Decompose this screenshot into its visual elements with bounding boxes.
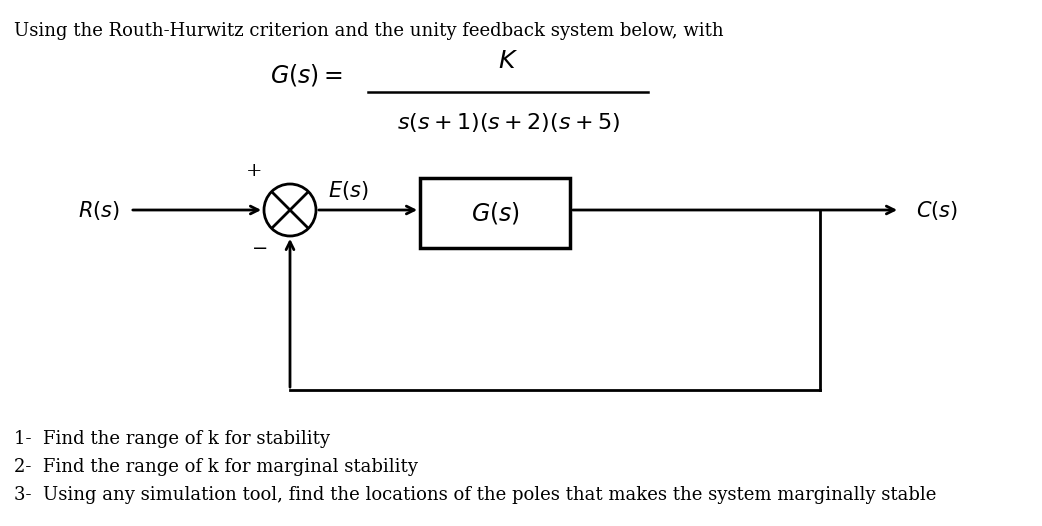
Text: 1-  Find the range of k for stability: 1- Find the range of k for stability: [14, 430, 330, 448]
Text: $s(s + 1)(s + 2)(s + 5)$: $s(s + 1)(s + 2)(s + 5)$: [397, 110, 619, 134]
Text: $G(s)$: $G(s)$: [471, 200, 520, 226]
Text: 2-  Find the range of k for marginal stability: 2- Find the range of k for marginal stab…: [14, 458, 418, 476]
Text: 3-  Using any simulation tool, find the locations of the poles that makes the sy: 3- Using any simulation tool, find the l…: [14, 486, 937, 504]
Text: $R(s)$: $R(s)$: [78, 198, 120, 221]
Text: +: +: [246, 162, 262, 180]
Text: $G(s) =$: $G(s) =$: [270, 62, 343, 88]
Text: $C(s)$: $C(s)$: [916, 198, 958, 221]
Text: −: −: [252, 240, 268, 258]
Bar: [420, 178, 570, 248]
Text: $K$: $K$: [498, 50, 518, 74]
Text: Using the Routh-Hurwitz criterion and the unity feedback system below, with: Using the Routh-Hurwitz criterion and th…: [14, 22, 723, 40]
Text: $E(s)$: $E(s)$: [328, 179, 369, 202]
